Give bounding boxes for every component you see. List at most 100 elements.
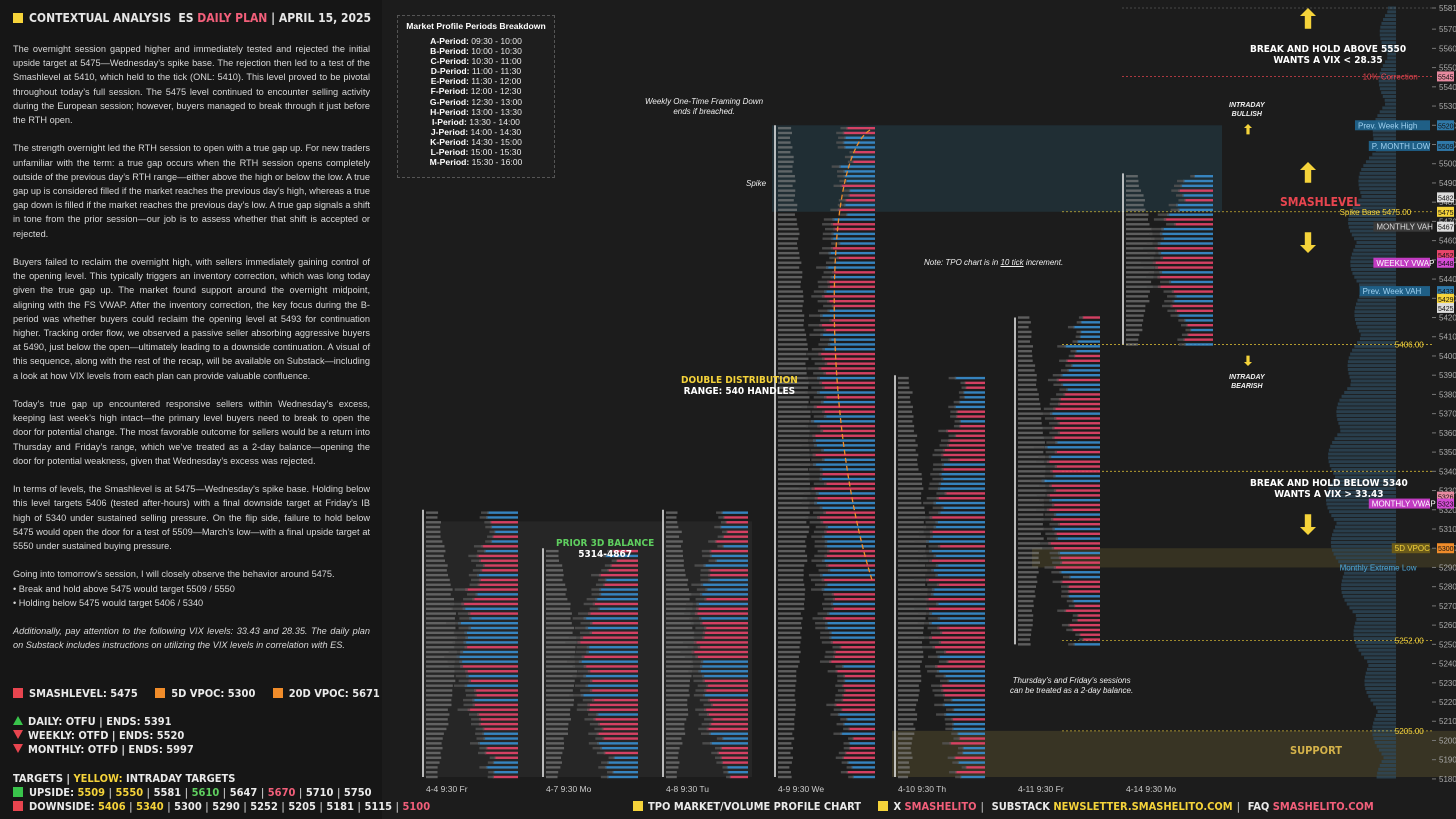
volume-bar xyxy=(1037,542,1051,545)
tpo-bar xyxy=(581,655,638,659)
volume-bar xyxy=(477,549,486,553)
tpo-letters xyxy=(1018,335,1032,338)
tpo-letters xyxy=(898,429,914,433)
volume-bar xyxy=(1050,556,1061,560)
volume-bar xyxy=(1352,610,1396,614)
paragraph: Buyers failed to reclaim the overnight h… xyxy=(13,257,370,381)
volume-bar xyxy=(1060,585,1070,588)
tpo-bar xyxy=(484,549,518,553)
volume-bar xyxy=(1360,191,1396,195)
tpo-bar xyxy=(823,511,875,514)
volume-bar xyxy=(592,746,603,750)
x-handle-link[interactable]: SMASHELITO xyxy=(904,800,977,813)
volume-bar xyxy=(1039,498,1052,502)
volume-bar xyxy=(1372,733,1396,737)
tpo-letters xyxy=(778,131,793,135)
tpo-letters xyxy=(426,612,456,615)
volume-bar xyxy=(586,597,598,601)
tpo-bar xyxy=(484,751,518,755)
tpo-bar xyxy=(830,247,875,250)
tpo-letters xyxy=(778,338,807,341)
level-label: Monthly Extreme Low xyxy=(1340,563,1417,572)
volume-bar xyxy=(700,578,711,582)
volume-bar xyxy=(808,324,823,327)
tpo-letters xyxy=(1126,319,1144,322)
tpo-letters xyxy=(1018,431,1043,435)
tpo-bar xyxy=(714,540,748,543)
tpo-letters xyxy=(898,516,926,519)
volume-bar xyxy=(1366,690,1396,694)
volume-bar xyxy=(811,348,825,351)
tpo-letters xyxy=(666,511,678,514)
tpo-letters xyxy=(546,650,576,654)
volume-bar xyxy=(1363,164,1396,168)
volume-bar xyxy=(589,722,600,726)
tpo-letters xyxy=(898,511,926,514)
volume-bar xyxy=(1164,299,1175,303)
volume-bar xyxy=(1382,106,1396,110)
tpo-bar xyxy=(812,453,875,457)
tpo-letters xyxy=(778,299,804,303)
volume-bar xyxy=(957,751,964,755)
tpo-letters xyxy=(778,746,793,750)
volume-bar xyxy=(1361,167,1396,171)
volume-bar xyxy=(1347,387,1396,391)
volume-bar xyxy=(938,660,949,663)
volume-bar xyxy=(940,439,951,442)
volume-bar xyxy=(813,530,827,534)
volume-bar xyxy=(1372,729,1396,733)
volume-bar xyxy=(813,372,827,375)
volume-bar xyxy=(1333,529,1396,533)
volume-bar xyxy=(1350,260,1396,264)
volume-bar xyxy=(487,535,494,538)
mp-period-row: J-Period: 14:00 - 14:30 xyxy=(430,126,522,137)
tpo-letters xyxy=(778,453,810,457)
volume-bar xyxy=(1349,606,1396,610)
price-tag xyxy=(1437,250,1454,261)
tpo-bar xyxy=(820,521,875,524)
volume-bar xyxy=(689,617,702,620)
volume-bar xyxy=(1373,702,1396,706)
tpo-letters xyxy=(1018,628,1032,632)
tpo-letters xyxy=(1018,518,1044,521)
volume-bar xyxy=(1384,98,1396,102)
substack-link[interactable]: NEWSLETTER.SMASHELITO.COM xyxy=(1053,800,1233,813)
faq-link[interactable]: SMASHELITO.COM xyxy=(1272,800,1374,813)
volume-bar xyxy=(465,689,477,692)
tpo-bar xyxy=(842,722,875,726)
volume-bar xyxy=(607,549,614,553)
tpo-bar xyxy=(823,396,875,399)
volume-bar xyxy=(1177,179,1185,183)
tpo-letters xyxy=(898,612,927,615)
tpo-bar xyxy=(607,569,638,572)
volume-bar xyxy=(1045,532,1057,536)
volume-bar xyxy=(682,641,697,644)
tpo-letters xyxy=(546,670,578,673)
volume-bar xyxy=(457,708,471,711)
tpo-bar xyxy=(929,549,985,553)
volume-bar xyxy=(815,525,829,529)
level-label: 5205.00 xyxy=(1395,727,1424,736)
volume-bar xyxy=(1378,75,1396,79)
tpo-letters xyxy=(1018,364,1036,367)
tpo-bar xyxy=(948,458,985,461)
tpo-letters xyxy=(778,468,809,471)
tpo-letters xyxy=(898,698,919,702)
volume-bar xyxy=(929,482,942,486)
volume-bar xyxy=(1049,551,1061,555)
volume-bar xyxy=(1347,360,1396,364)
volume-bar xyxy=(446,622,462,625)
tpo-bar xyxy=(820,314,875,317)
volume-bar xyxy=(1355,306,1396,310)
tpo-letters xyxy=(778,463,811,466)
tpo-letters xyxy=(778,482,810,486)
tpo-letters xyxy=(1018,450,1044,454)
tpo-letters xyxy=(546,770,559,774)
volume-bar xyxy=(1354,310,1396,314)
volume-bar xyxy=(578,612,591,615)
tpo-letters xyxy=(666,597,690,601)
tpo-bar xyxy=(956,410,985,413)
tpo-letters xyxy=(778,328,805,332)
tpo-letters xyxy=(778,540,806,543)
volume-bar xyxy=(1353,633,1396,637)
